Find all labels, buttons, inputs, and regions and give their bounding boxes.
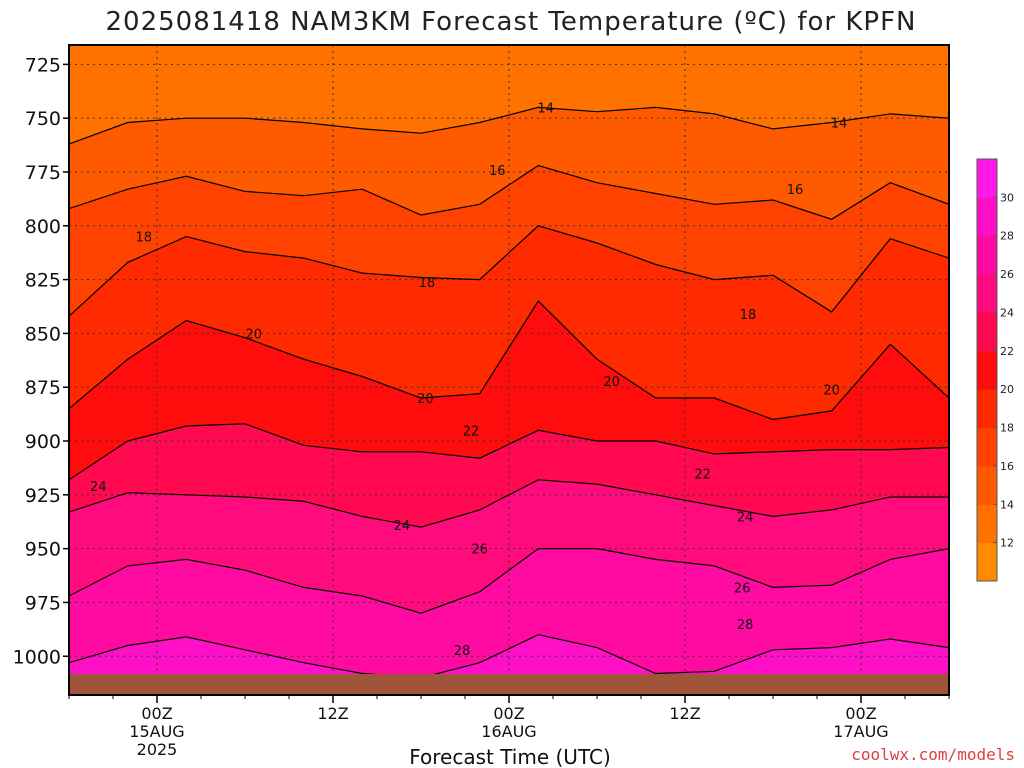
colorbar-swatch-1	[977, 504, 997, 544]
contour-label-9: 20	[603, 375, 620, 390]
colorbar-swatch-8	[977, 235, 997, 275]
ytick-label-750: 750	[25, 108, 61, 130]
colorbar-label-24: 24	[1000, 306, 1014, 319]
contour-label-14: 24	[394, 519, 411, 534]
contour-label-15: 24	[737, 510, 754, 525]
contour-label-6: 18	[740, 308, 757, 323]
xtick-time-2: 00Z	[493, 704, 524, 723]
colorbar-swatch-3	[977, 427, 997, 467]
colorbar-swatch-2	[977, 465, 997, 505]
colorbar-label-16: 16	[1000, 460, 1014, 473]
contour-14	[69, 106, 949, 145]
contour-label-5: 18	[419, 276, 436, 291]
xtick-time-1: 12Z	[317, 704, 348, 723]
xtick-date-4: 17AUG	[833, 722, 888, 741]
ytick-label-975: 975	[25, 592, 61, 614]
colorbar-label-20: 20	[1000, 383, 1014, 396]
plot-area: 14 14 16 16 18 18 18 20 20 20 20 22 22 24 24 24 26 26 28 28	[69, 45, 949, 695]
chart-title: 2025081418 NAM3KM Forecast Temperature (…	[106, 7, 917, 37]
contour-label-10: 20	[823, 383, 840, 398]
time-gridlines	[156, 45, 862, 695]
contour-label-7: 20	[246, 327, 263, 342]
contour-16	[69, 164, 949, 220]
xtick-time-4: 00Z	[845, 704, 876, 723]
colorbar-swatch-7	[977, 274, 997, 313]
pressure-gridlines	[69, 63, 949, 657]
xtick-date-0: 15AUG	[129, 722, 184, 741]
ytick-label-950: 950	[25, 539, 61, 561]
terrain-ground	[69, 674, 949, 695]
ytick-label-1000: 1000	[13, 646, 61, 668]
contour-18	[69, 225, 949, 317]
xtick-date-2: 16AUG	[481, 722, 536, 741]
colorbar-legend: 12 14 16 18 20 22 24 26 28 30	[976, 158, 1014, 582]
temperature-bands	[69, 107, 949, 695]
ytick-label-900: 900	[25, 431, 61, 453]
xtick-time-3: 12Z	[669, 704, 700, 723]
contour-label-16: 26	[471, 543, 488, 558]
contour-label-4: 18	[136, 231, 153, 246]
xtick-time-0: 00Z	[141, 704, 172, 723]
contour-label-11: 22	[463, 424, 480, 439]
xtick-year-0: 2025	[137, 740, 178, 759]
contour-label-19: 28	[737, 618, 754, 633]
contour-28	[69, 634, 949, 679]
contour-24	[69, 479, 949, 528]
ytick-label-775: 775	[25, 162, 61, 184]
contour-label-18: 28	[454, 644, 471, 659]
colorbar-swatch-9	[977, 197, 997, 237]
colorbar-swatch-6	[977, 312, 997, 352]
ytick-label-850: 850	[25, 323, 61, 345]
colorbar-swatch-0	[977, 542, 997, 582]
ytick-label-875: 875	[25, 377, 61, 399]
colorbar-label-30: 30	[1000, 191, 1014, 204]
ytick-label-800: 800	[25, 216, 61, 238]
contour-lines	[69, 106, 949, 679]
colorbar-swatch-10	[977, 159, 997, 198]
colorbar-label-22: 22	[1000, 345, 1014, 358]
credit-text: coolwx.com/models	[851, 745, 1015, 764]
colorbar-frame	[976, 158, 998, 582]
contour-label-3: 16	[787, 183, 804, 198]
contour-22	[69, 423, 949, 481]
contour-label-8: 20	[417, 392, 434, 407]
x-axis-label: Forecast Time (UTC)	[409, 745, 611, 768]
colorbar-label-18: 18	[1000, 422, 1014, 435]
ytick-label-725: 725	[25, 54, 61, 76]
contour-label-12: 22	[694, 467, 711, 482]
colorbar-label-26: 26	[1000, 268, 1014, 281]
colorbar-label-12: 12	[1000, 537, 1014, 550]
ytick-label-925: 925	[25, 485, 61, 507]
y-axis: 725 750 775 800 825 850 875 900 925 950 975 1000	[13, 54, 69, 668]
contour-label-0: 14	[537, 101, 554, 116]
contour-label-13: 24	[90, 480, 107, 495]
ytick-label-825: 825	[25, 270, 61, 292]
contour-26	[69, 548, 949, 614]
contour-labels: 14 14 16 16 18 18 18 20 20 20 20 22 22 24 24 24 26 26 28 28	[90, 101, 847, 658]
contour-label-17: 26	[734, 581, 751, 596]
colorbar-label-14: 14	[1000, 498, 1014, 511]
contour-label-2: 16	[489, 164, 506, 179]
colorbar-swatch-5	[977, 350, 997, 390]
colorbar-swatch-4	[977, 389, 997, 429]
colorbar-label-28: 28	[1000, 230, 1014, 243]
contour-label-1: 14	[831, 116, 848, 131]
contour-20	[69, 300, 949, 421]
